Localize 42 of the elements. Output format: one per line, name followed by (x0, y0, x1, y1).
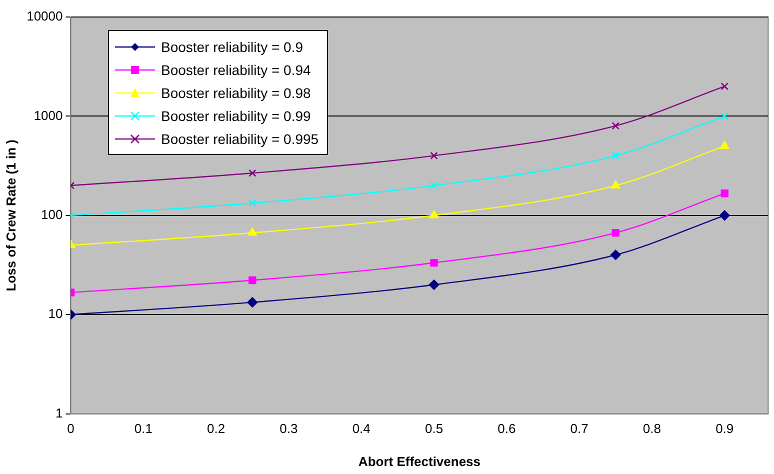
x-tick-label: 0.3 (280, 421, 298, 436)
y-tick-label: 10000 (26, 8, 63, 24)
point (248, 199, 256, 207)
legend-label: Booster reliability = 0.94 (161, 62, 311, 78)
point (248, 169, 256, 177)
x-tick-label: 0.6 (498, 421, 516, 436)
point (429, 210, 439, 218)
y-tick-label: 1 (56, 405, 63, 420)
x-tick-label: 0.1 (134, 421, 152, 436)
point (720, 140, 730, 149)
point (428, 280, 440, 290)
x-axis-title: Abort Effectiveness (358, 454, 481, 469)
x-tick-label: 0.5 (424, 421, 444, 436)
point (612, 152, 620, 160)
point (719, 210, 730, 221)
point (610, 250, 621, 260)
y-axis-title: Loss of Crew Rate (1 in ) (3, 140, 18, 292)
x-tick-label: 0.4 (352, 421, 370, 436)
x-tick-label: 0.2 (207, 421, 226, 436)
point (248, 276, 256, 284)
x-tick-label: 0 (67, 421, 74, 436)
legend-label: Booster reliability = 0.9 (161, 38, 304, 54)
x-tick-label: 0.7 (570, 421, 588, 436)
point (720, 82, 728, 90)
legend-label: Booster reliability = 0.995 (161, 130, 319, 146)
legend-label: Booster reliability = 0.98 (161, 84, 311, 100)
x-tick-label: 0.9 (716, 421, 734, 436)
point (430, 152, 438, 160)
x-tick-label: 0.8 (642, 421, 661, 436)
point (612, 229, 620, 237)
legend-label: Booster reliability = 0.99 (161, 108, 311, 124)
point (248, 228, 257, 236)
point (611, 180, 620, 188)
point (247, 297, 258, 308)
point (612, 122, 620, 130)
point (430, 258, 438, 267)
point (430, 182, 438, 190)
point (720, 190, 728, 198)
y-tick-label: 10 (48, 306, 63, 322)
y-tick-label: 100 (41, 206, 63, 222)
y-tick-label: 1000 (34, 108, 63, 123)
point (720, 112, 728, 120)
